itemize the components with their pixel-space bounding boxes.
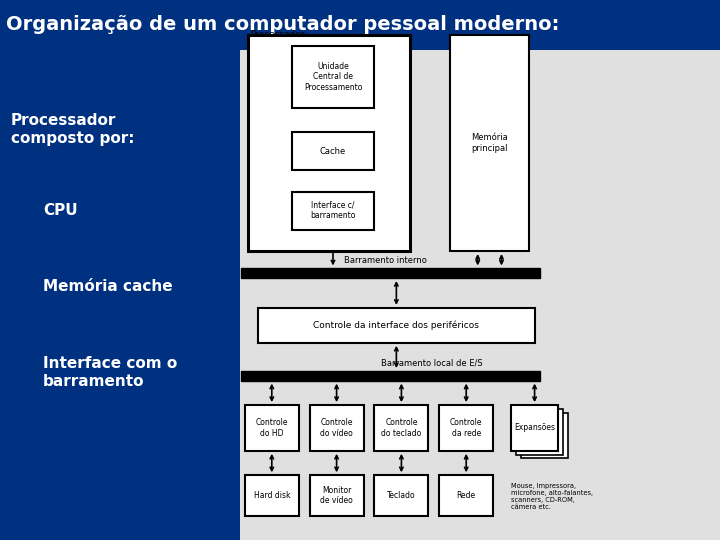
Text: Processador
composto por:: Processador composto por:	[11, 113, 135, 146]
Bar	[245, 475, 299, 516]
Bar	[292, 132, 374, 170]
Bar	[241, 268, 540, 278]
Text: Memória cache: Memória cache	[43, 279, 173, 294]
Text: Barramento interno: Barramento interno	[343, 255, 427, 265]
Text: Cache: Cache	[320, 147, 346, 156]
Text: Monitor
de vídeo: Monitor de vídeo	[320, 486, 353, 505]
Text: Controle da interface dos periféricos: Controle da interface dos periféricos	[313, 321, 480, 330]
Bar	[374, 405, 428, 451]
Bar	[292, 192, 374, 230]
Text: Hard disk: Hard disk	[253, 491, 290, 500]
Bar	[439, 475, 493, 516]
Text: Rede: Rede	[456, 491, 476, 500]
Text: Controle
do HD: Controle do HD	[256, 418, 288, 437]
Bar	[258, 308, 535, 343]
Text: Interface c/
barramento: Interface c/ barramento	[310, 201, 356, 220]
Bar	[450, 35, 529, 251]
Bar	[248, 35, 410, 251]
Bar	[292, 46, 374, 108]
Bar	[240, 50, 720, 540]
Bar	[245, 405, 299, 451]
Text: Organização de um computador pessoal moderno:: Organização de um computador pessoal mod…	[6, 15, 559, 35]
Text: Controle
do vídeo: Controle do vídeo	[320, 418, 353, 437]
Bar	[511, 405, 558, 451]
Bar	[0, 50, 240, 540]
Text: Controle
do teclado: Controle do teclado	[382, 418, 421, 437]
Text: Memória
principal: Memória principal	[471, 133, 508, 153]
Text: CPU: CPU	[43, 203, 78, 218]
Text: Teclado: Teclado	[387, 491, 415, 500]
Bar	[310, 475, 364, 516]
Text: Mouse, Impressora,
microfone, alto-falantes,
scanners, CD-ROM,
câmera etc.: Mouse, Impressora, microfone, alto-falan…	[511, 483, 593, 510]
Text: Controle
da rede: Controle da rede	[450, 418, 482, 437]
Text: Expansões: Expansões	[514, 423, 555, 433]
Bar	[0, 0, 720, 50]
Bar	[374, 475, 428, 516]
Text: Interface com o
barramento: Interface com o barramento	[43, 356, 177, 389]
Text: Unidade
Central de
Processamento: Unidade Central de Processamento	[304, 62, 362, 92]
Bar	[310, 405, 364, 451]
Bar	[241, 371, 540, 381]
Text: Processador: Processador	[251, 30, 305, 38]
Text: Barramento local de E/S: Barramento local de E/S	[381, 358, 483, 367]
Bar	[516, 409, 563, 455]
Bar	[521, 413, 568, 458]
Bar	[439, 405, 493, 451]
